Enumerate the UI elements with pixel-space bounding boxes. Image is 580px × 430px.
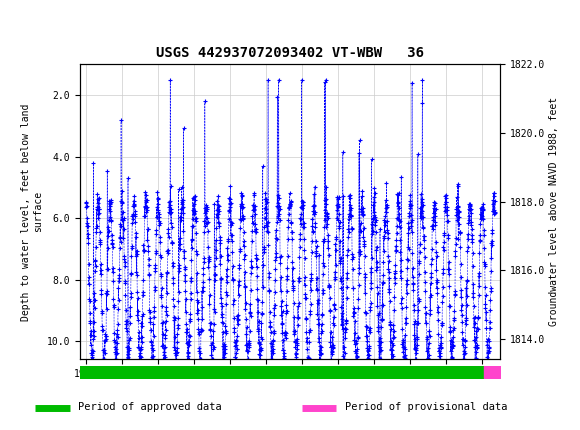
Y-axis label: Groundwater level above NAVD 1988, feet: Groundwater level above NAVD 1988, feet: [549, 97, 559, 326]
Title: USGS 442937072093402 VT-WBW   36: USGS 442937072093402 VT-WBW 36: [156, 46, 424, 61]
Text: ≡USGS: ≡USGS: [3, 7, 49, 22]
Y-axis label: Depth to water level, feet below land
surface: Depth to water level, feet below land su…: [21, 103, 42, 321]
Text: Period of approved data: Period of approved data: [78, 402, 222, 412]
Text: Period of provisional data: Period of provisional data: [345, 402, 508, 412]
